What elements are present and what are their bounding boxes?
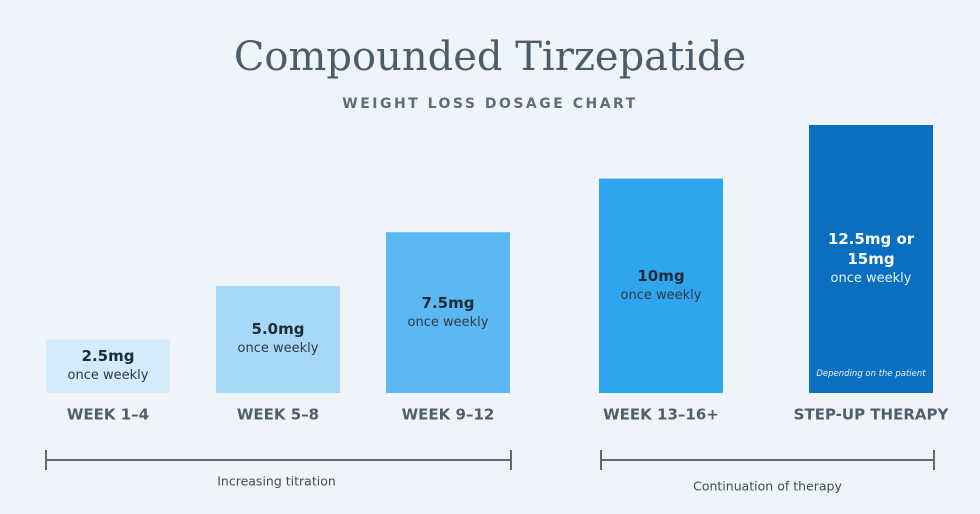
x-tick-label: WEEK 5–8 [237, 406, 319, 424]
value-label: 10mg [637, 266, 685, 285]
x-tick-label: WEEK 9–12 [402, 406, 495, 424]
bar [809, 125, 933, 393]
bracket-label: Increasing titration [217, 474, 336, 489]
bar-label-box: 5.0mg once weekly [216, 286, 340, 393]
dose-frequency: once weekly [620, 287, 702, 303]
bar [599, 178, 723, 393]
note: Depending on the patient [816, 369, 926, 379]
value-label: 5.0mg [251, 320, 305, 339]
x-tick-label: STEP-UP THERAPY [794, 406, 950, 424]
bar-label: 12.5mg or 15mg once weekly [809, 125, 933, 393]
dose-frequency: once weekly [67, 368, 149, 384]
x-tick-label: WEEK 1–4 [67, 406, 149, 424]
value-label: 12.5mg or 15mg [827, 230, 915, 268]
bar [386, 232, 510, 393]
bar [216, 285, 340, 393]
bar-label-box: 7.5mg once weekly [386, 232, 510, 393]
bar-label: 10mg once weekly [599, 179, 723, 393]
note-text: Depending on the patient [816, 369, 926, 379]
bar-label: 2.5mg once weekly [46, 339, 170, 393]
bar-label-box: 2.5mg once weekly [46, 339, 170, 393]
bar-label: 5.0mg once weekly [216, 286, 340, 393]
value-label: 2.5mg [81, 347, 135, 366]
dose-frequency: once weekly [237, 341, 319, 357]
value-label: 7.5mg [421, 293, 475, 312]
dose-frequency: once weekly [407, 314, 489, 330]
bracket-label: Continuation of therapy [693, 479, 842, 494]
bar-label: 7.5mg once weekly [386, 232, 510, 393]
dose-frequency: once weekly [830, 271, 912, 286]
x-tick-label: WEEK 13–16+ [603, 406, 719, 424]
chart-title: Compounded Tirzepatide [234, 34, 746, 80]
bar-label-box: 10mg once weekly [599, 179, 723, 393]
bar [46, 339, 170, 393]
bar-label-box: 12.5mg or 15mg once weekly [809, 125, 933, 393]
chart-subtitle: WEIGHT LOSS DOSAGE CHART [342, 96, 637, 112]
